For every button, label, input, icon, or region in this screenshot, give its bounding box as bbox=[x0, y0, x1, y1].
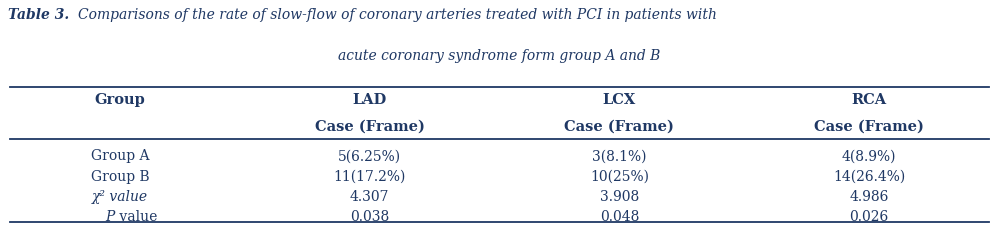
Text: 4(8.9%): 4(8.9%) bbox=[842, 148, 896, 163]
Text: 5(6.25%): 5(6.25%) bbox=[338, 148, 402, 163]
Text: Group A: Group A bbox=[91, 148, 149, 163]
Text: Group B: Group B bbox=[91, 169, 149, 183]
Text: P: P bbox=[106, 209, 115, 223]
Text: acute coronary syndrome form group A and B: acute coronary syndrome form group A and… bbox=[339, 49, 660, 63]
Text: Case (Frame): Case (Frame) bbox=[315, 119, 425, 133]
Text: 0.026: 0.026 bbox=[849, 209, 889, 223]
Text: Case (Frame): Case (Frame) bbox=[564, 119, 674, 133]
Text: 10(25%): 10(25%) bbox=[589, 169, 649, 183]
Text: Case (Frame): Case (Frame) bbox=[814, 119, 924, 133]
Text: Group: Group bbox=[95, 93, 145, 107]
Text: 3.908: 3.908 bbox=[599, 189, 639, 203]
Text: Table 3.: Table 3. bbox=[8, 8, 69, 22]
Text: χ² value: χ² value bbox=[92, 189, 148, 203]
Text: 4.307: 4.307 bbox=[350, 189, 390, 203]
Text: 0.038: 0.038 bbox=[350, 209, 390, 223]
Text: 14(26.4%): 14(26.4%) bbox=[833, 169, 905, 183]
Text: LAD: LAD bbox=[353, 93, 387, 107]
Text: 3(8.1%): 3(8.1%) bbox=[592, 148, 646, 163]
Text: 11(17.2%): 11(17.2%) bbox=[334, 169, 406, 183]
Text: LCX: LCX bbox=[602, 93, 636, 107]
Text: value: value bbox=[115, 209, 157, 223]
Text: 4.986: 4.986 bbox=[849, 189, 889, 203]
Text: Comparisons of the rate of slow-flow of coronary arteries treated with PCI in pa: Comparisons of the rate of slow-flow of … bbox=[78, 8, 717, 22]
Text: RCA: RCA bbox=[851, 93, 887, 107]
Text: 0.048: 0.048 bbox=[599, 209, 639, 223]
